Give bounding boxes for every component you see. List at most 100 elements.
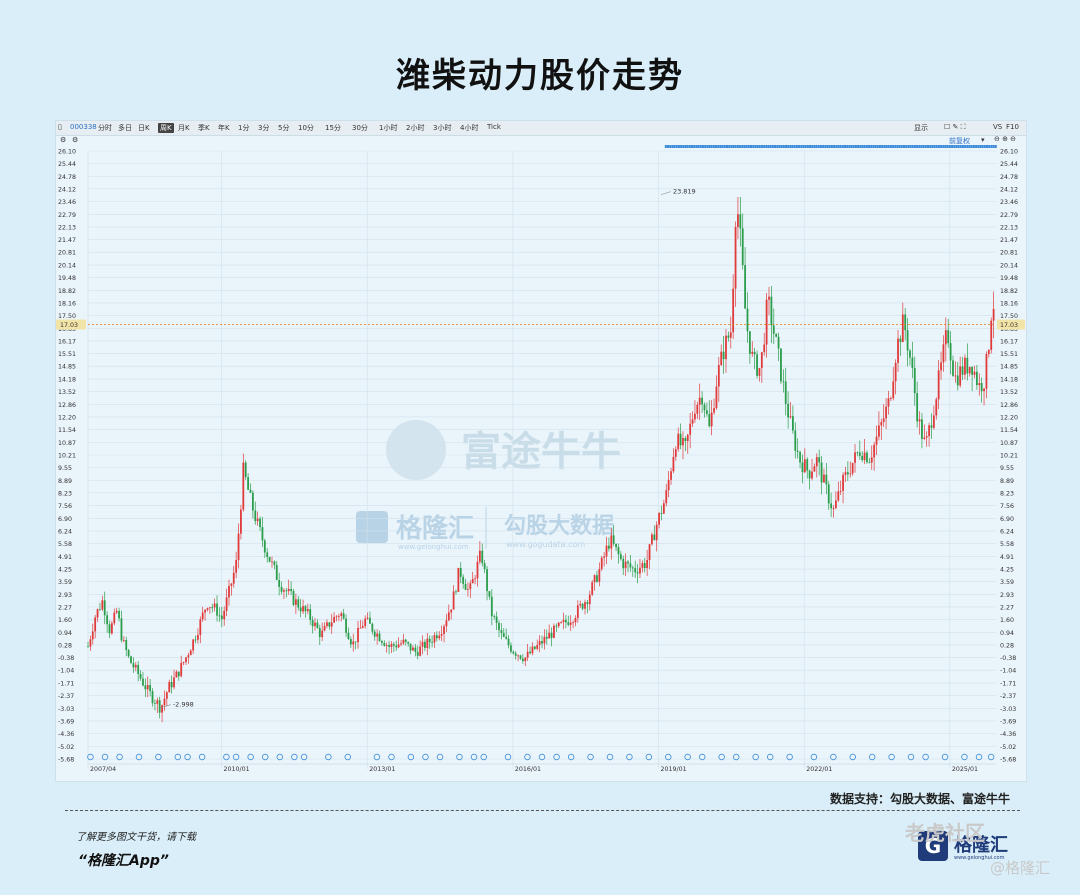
- event-marker-icon[interactable]: [553, 753, 560, 761]
- candle-body: [612, 535, 615, 544]
- event-marker-icon[interactable]: [907, 753, 915, 761]
- chevron-down-icon[interactable]: ▾: [981, 136, 985, 144]
- event-marker-icon[interactable]: [718, 753, 725, 761]
- event-marker-icon[interactable]: [868, 753, 876, 761]
- tab-period-12[interactable]: 30分: [352, 124, 368, 132]
- futu-watermark: 富途牛牛: [461, 429, 621, 475]
- event-strip-mark: [743, 145, 746, 148]
- event-marker-icon[interactable]: [325, 753, 332, 761]
- event-marker-icon[interactable]: [626, 753, 633, 761]
- event-marker-icon[interactable]: [810, 753, 818, 761]
- event-marker-icon[interactable]: [699, 753, 706, 761]
- tab-period-3[interactable]: 周K: [158, 123, 174, 133]
- event-marker-icon[interactable]: [538, 753, 546, 761]
- tab-period-9[interactable]: 5分: [278, 124, 290, 132]
- event-marker-icon[interactable]: [262, 753, 269, 761]
- draw-tools-icon[interactable]: ☐ ✎ ⛶: [944, 123, 966, 131]
- event-marker-icon[interactable]: [422, 753, 429, 761]
- ticker-code[interactable]: 000338: [70, 123, 97, 131]
- event-marker-icon[interactable]: [524, 753, 531, 761]
- candle-body: [705, 410, 708, 414]
- event-marker-icon[interactable]: [941, 753, 949, 761]
- event-marker-icon[interactable]: [223, 753, 230, 761]
- tab-period-2[interactable]: 日K: [138, 124, 150, 132]
- event-marker-icon[interactable]: [174, 753, 182, 761]
- event-marker-icon[interactable]: [587, 753, 594, 761]
- tab-period-1[interactable]: 多日: [118, 124, 132, 132]
- tab-period-16[interactable]: 4小时: [460, 124, 479, 132]
- candle-body: [889, 398, 892, 399]
- y-tick-label-right: -5.68: [1000, 757, 1016, 764]
- layout-icon[interactable]: ▯: [58, 123, 62, 131]
- event-marker-icon[interactable]: [830, 753, 837, 761]
- event-marker-icon[interactable]: [888, 753, 895, 761]
- f10-button[interactable]: F10: [1006, 123, 1019, 131]
- event-marker-icon[interactable]: [470, 753, 478, 761]
- event-marker-icon[interactable]: [116, 753, 123, 761]
- event-marker-icon[interactable]: [135, 753, 143, 761]
- event-marker-icon[interactable]: [456, 753, 463, 761]
- tab-period-15[interactable]: 3小时: [433, 124, 452, 132]
- gear-icon[interactable]: ⚙: [72, 136, 79, 144]
- event-marker-icon[interactable]: [155, 753, 162, 761]
- vs-button[interactable]: VS: [993, 123, 1003, 131]
- candle-body: [517, 655, 520, 657]
- settings-icon[interactable]: ⚙: [60, 136, 67, 144]
- candle-body: [208, 607, 211, 609]
- candle-body: [388, 644, 390, 647]
- tab-period-13[interactable]: 1小时: [379, 124, 398, 132]
- event-marker-icon[interactable]: [645, 753, 653, 761]
- event-marker-icon[interactable]: [184, 753, 191, 761]
- tab-period-8[interactable]: 3分: [258, 124, 270, 132]
- event-marker-icon[interactable]: [752, 753, 759, 761]
- event-marker-icon[interactable]: [373, 753, 381, 761]
- event-marker-icon[interactable]: [767, 753, 774, 761]
- event-marker-icon[interactable]: [232, 753, 240, 761]
- event-marker-icon[interactable]: [567, 753, 575, 761]
- event-marker-icon[interactable]: [849, 753, 856, 761]
- event-marker-icon[interactable]: [276, 753, 283, 761]
- event-marker-icon[interactable]: [480, 753, 487, 761]
- event-marker-icon[interactable]: [436, 753, 444, 761]
- event-strip-mark: [769, 145, 772, 148]
- event-marker-icon[interactable]: [101, 753, 109, 761]
- candle-body: [863, 452, 866, 461]
- tab-period-7[interactable]: 1分: [238, 124, 250, 132]
- event-marker-icon[interactable]: [87, 753, 94, 761]
- event-marker-icon[interactable]: [504, 753, 512, 761]
- candle-body: [686, 434, 689, 442]
- event-marker-icon[interactable]: [300, 753, 308, 761]
- event-marker-icon[interactable]: [922, 753, 929, 761]
- tab-period-6[interactable]: 年K: [218, 124, 230, 132]
- event-marker-icon[interactable]: [684, 753, 691, 761]
- tab-period-4[interactable]: 月K: [178, 124, 190, 132]
- event-marker-icon[interactable]: [388, 753, 395, 761]
- event-strip-mark: [857, 145, 860, 148]
- zoom-controls-icon[interactable]: ⊖ ⊕ ⊖: [994, 135, 1017, 143]
- y-tick-label-right: 23.46: [1000, 199, 1018, 206]
- event-marker-icon[interactable]: [247, 753, 254, 761]
- event-marker-icon[interactable]: [975, 753, 983, 761]
- tab-period-11[interactable]: 15分: [325, 124, 341, 132]
- candle-body: [187, 655, 190, 658]
- y-tick-label-right: 21.47: [1000, 237, 1018, 244]
- event-strip-mark: [833, 145, 836, 148]
- event-marker-icon[interactable]: [291, 753, 298, 761]
- event-marker-icon[interactable]: [733, 753, 740, 761]
- adjust-select[interactable]: 前复权: [949, 137, 970, 145]
- event-marker-icon[interactable]: [665, 753, 672, 761]
- tab-period-5[interactable]: 季K: [198, 124, 210, 132]
- candle-body: [443, 626, 445, 635]
- display-menu[interactable]: 显示: [914, 124, 928, 132]
- event-marker-icon[interactable]: [961, 753, 968, 761]
- event-marker-icon[interactable]: [407, 753, 415, 761]
- event-marker-icon[interactable]: [786, 753, 793, 761]
- event-marker-icon[interactable]: [344, 753, 351, 761]
- tab-period-10[interactable]: 10分: [298, 124, 314, 132]
- tab-period-17[interactable]: Tick: [487, 123, 501, 131]
- event-marker-icon[interactable]: [606, 753, 614, 761]
- tab-period-14[interactable]: 2小时: [406, 124, 425, 132]
- tab-period-0[interactable]: 分时: [98, 124, 112, 132]
- event-marker-icon[interactable]: [987, 753, 995, 761]
- event-marker-icon[interactable]: [198, 753, 206, 761]
